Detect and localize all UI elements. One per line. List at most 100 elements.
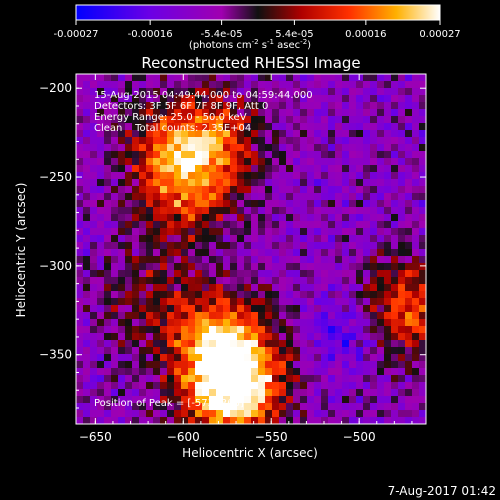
heatmap-cell bbox=[321, 375, 329, 383]
heatmap-cell bbox=[342, 382, 350, 390]
heatmap-cell bbox=[384, 389, 392, 397]
heatmap-cell bbox=[104, 354, 112, 362]
heatmap-cell bbox=[321, 123, 329, 131]
heatmap-cell bbox=[342, 200, 350, 208]
heatmap-cell bbox=[160, 375, 168, 383]
heatmap-cell bbox=[188, 263, 196, 271]
heatmap-cell bbox=[419, 319, 426, 327]
heatmap-cell bbox=[167, 319, 175, 327]
heatmap-cell bbox=[293, 270, 301, 278]
heatmap-cell bbox=[286, 123, 294, 131]
heatmap-cell bbox=[202, 382, 210, 390]
heatmap-cell bbox=[363, 102, 371, 110]
heatmap-cell bbox=[146, 389, 154, 397]
heatmap-cell bbox=[265, 368, 273, 376]
heatmap-cell bbox=[118, 319, 126, 327]
heatmap-cell bbox=[335, 277, 343, 285]
heatmap-cell bbox=[412, 291, 420, 299]
heatmap-cell bbox=[342, 158, 350, 166]
heatmap-cell bbox=[202, 417, 210, 424]
heatmap-cell bbox=[370, 179, 378, 187]
heatmap-cell bbox=[181, 172, 189, 180]
heatmap-cell bbox=[237, 235, 245, 243]
heatmap-cell bbox=[286, 291, 294, 299]
heatmap-cell bbox=[419, 277, 426, 285]
heatmap-cell bbox=[377, 235, 385, 243]
heatmap-cell bbox=[391, 116, 399, 124]
heatmap-cell bbox=[419, 256, 426, 264]
heatmap-cell bbox=[412, 172, 420, 180]
heatmap-cell bbox=[153, 221, 161, 229]
heatmap-cell bbox=[363, 396, 371, 404]
heatmap-cell bbox=[216, 81, 224, 89]
heatmap-cell bbox=[202, 277, 210, 285]
heatmap-cell bbox=[118, 417, 126, 424]
heatmap-cell bbox=[174, 95, 182, 103]
heatmap-cell bbox=[300, 396, 308, 404]
heatmap-cell bbox=[83, 165, 91, 173]
colorbar-tick-label: -5.4e-05 bbox=[201, 29, 243, 40]
heatmap-cell bbox=[300, 312, 308, 320]
heatmap-cell bbox=[349, 109, 357, 117]
heatmap-cell bbox=[188, 109, 196, 117]
heatmap-cell bbox=[83, 389, 91, 397]
heatmap-cell bbox=[279, 130, 287, 138]
heatmap-cell bbox=[314, 207, 322, 215]
heatmap-cell bbox=[356, 200, 364, 208]
heatmap-cell bbox=[258, 242, 266, 250]
heatmap-cell bbox=[223, 193, 231, 201]
heatmap-cell bbox=[90, 298, 98, 306]
heatmap-cell bbox=[300, 193, 308, 201]
heatmap-cell bbox=[160, 116, 168, 124]
heatmap-cell bbox=[251, 389, 259, 397]
heatmap-cell bbox=[384, 354, 392, 362]
heatmap-cell bbox=[412, 95, 420, 103]
heatmap-cell bbox=[209, 249, 217, 257]
heatmap-cell bbox=[363, 109, 371, 117]
heatmap-cell bbox=[384, 284, 392, 292]
heatmap-cell bbox=[342, 396, 350, 404]
heatmap-cell bbox=[97, 165, 105, 173]
heatmap-cell bbox=[104, 228, 112, 236]
heatmap-cell bbox=[349, 186, 357, 194]
heatmap-cell bbox=[104, 214, 112, 222]
heatmap-cell bbox=[90, 109, 98, 117]
heatmap-cell bbox=[398, 109, 406, 117]
heatmap-cell bbox=[272, 305, 280, 313]
heatmap-cell bbox=[97, 263, 105, 271]
heatmap-cell bbox=[153, 95, 161, 103]
heatmap-cell bbox=[167, 214, 175, 222]
heatmap-cell bbox=[251, 263, 259, 271]
heatmap-cell bbox=[188, 200, 196, 208]
heatmap-cell bbox=[90, 102, 98, 110]
heatmap-cell bbox=[321, 270, 329, 278]
heatmap-cell bbox=[209, 263, 217, 271]
heatmap-cell bbox=[83, 81, 91, 89]
heatmap-cell bbox=[307, 382, 315, 390]
heatmap-cell bbox=[419, 347, 426, 355]
heatmap-cell bbox=[342, 368, 350, 376]
heatmap-cell bbox=[125, 291, 133, 299]
heatmap-cell bbox=[335, 256, 343, 264]
heatmap-cell bbox=[244, 410, 252, 418]
heatmap-cell bbox=[174, 249, 182, 257]
heatmap-cell bbox=[146, 312, 154, 320]
heatmap-cell bbox=[202, 333, 210, 341]
heatmap-cell bbox=[405, 326, 413, 334]
heatmap-cell bbox=[258, 340, 266, 348]
heatmap-cell bbox=[356, 116, 364, 124]
heatmap-cell bbox=[118, 200, 126, 208]
heatmap-cell bbox=[216, 270, 224, 278]
heatmap-cell bbox=[349, 375, 357, 383]
heatmap-cell bbox=[307, 165, 315, 173]
heatmap-cell bbox=[349, 81, 357, 89]
heatmap-cell bbox=[314, 291, 322, 299]
heatmap-cell bbox=[251, 368, 259, 376]
heatmap-cell bbox=[279, 277, 287, 285]
heatmap-cell bbox=[335, 137, 343, 145]
heatmap-cell bbox=[118, 109, 126, 117]
heatmap-cell bbox=[146, 109, 154, 117]
heatmap-cell bbox=[412, 242, 420, 250]
heatmap-cell bbox=[153, 270, 161, 278]
heatmap-cell bbox=[300, 74, 308, 82]
